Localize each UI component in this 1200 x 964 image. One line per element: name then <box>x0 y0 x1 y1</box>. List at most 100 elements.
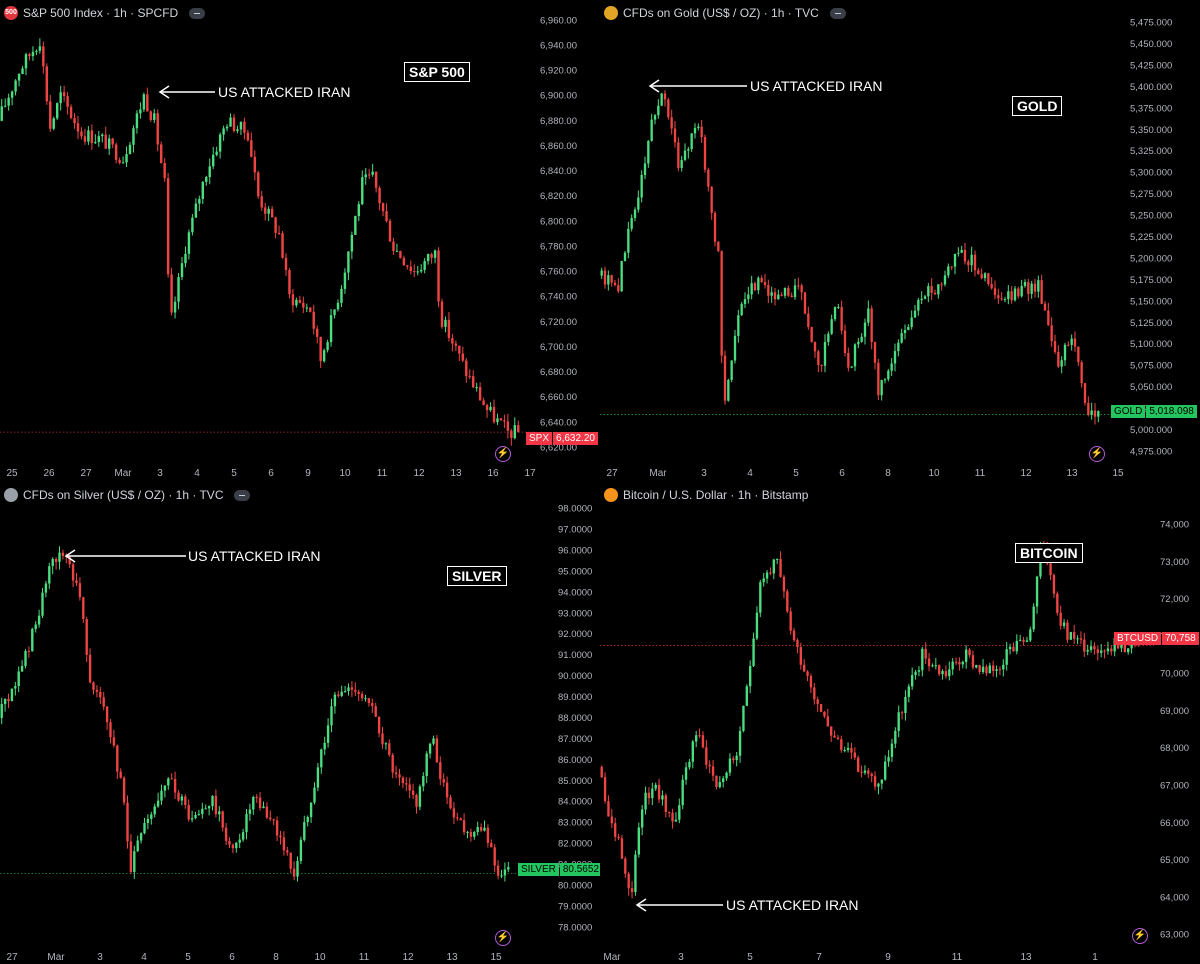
spx-candle-body <box>35 50 38 52</box>
silver-candle-body <box>340 691 343 696</box>
spx-ytick-label: 6,700.00 <box>540 342 577 353</box>
silver-candle-body <box>78 583 82 598</box>
spx-candle-body <box>471 376 475 388</box>
gold-candle-body <box>803 292 807 314</box>
btc-bolt-icon[interactable]: ⚡ <box>1132 928 1148 944</box>
spx-xtick-label: 27 <box>80 468 92 479</box>
spx-candle-body <box>281 233 284 258</box>
btc-candle-body <box>799 647 802 665</box>
btc-candle-body <box>941 671 944 675</box>
spx-candle-body <box>229 117 232 127</box>
silver-collapse-button[interactable] <box>234 489 251 501</box>
silver-candle-body <box>476 827 479 833</box>
silver-candle-body <box>27 650 31 652</box>
spx-bolt-icon[interactable]: ⚡ <box>495 446 511 462</box>
silver-xtick-label: 8 <box>273 952 279 963</box>
gold-candle-body <box>843 330 847 354</box>
spx-candle-body <box>243 121 246 133</box>
spx-ytick-label: 6,620.00 <box>540 442 577 453</box>
spx-candle-body <box>184 253 187 264</box>
btc-candle-body <box>1103 650 1106 652</box>
btc-candle-body <box>965 649 968 662</box>
btc-candle-body <box>1052 575 1056 594</box>
btc-candle-body <box>992 665 995 671</box>
btc-header: Bitcoin / U.S. Dollar · 1h · Bitstamp <box>604 486 808 504</box>
gold-chart-svg[interactable]: 4,975.0005,000.0005,025.0005,050.0005,07… <box>600 0 1200 482</box>
silver-ytick-label: 96.0000 <box>558 545 592 556</box>
spx-candle-body <box>218 134 222 152</box>
btc-candle-body <box>998 669 1002 671</box>
btc-candle-body <box>813 687 816 700</box>
spx-chart-panel[interactable]: 6,620.00 6,640.00 6,660.00 6,680.00 6,700.00… <box>0 0 600 482</box>
spx-candle-body <box>156 113 159 145</box>
btc-candle-body <box>742 705 745 731</box>
gold-candle-body <box>640 175 643 198</box>
gold-xtick-label: 11 <box>975 468 986 479</box>
silver-candle-body <box>428 743 432 754</box>
btc-candle-body <box>1002 664 1005 670</box>
silver-candle-body <box>41 592 44 616</box>
spx-candle-body <box>257 172 260 197</box>
btc-candle-body <box>627 873 630 889</box>
btc-candle-body <box>725 772 728 779</box>
spx-xtick-label: 5 <box>231 468 237 479</box>
silver-candle-body <box>51 559 54 567</box>
silver-candle-body <box>214 795 218 815</box>
spx-collapse-button[interactable] <box>189 7 206 19</box>
spx-candle-body <box>166 178 170 275</box>
gold-collapse-button[interactable] <box>829 7 846 19</box>
btc-ytick-label: 65,000 <box>1160 855 1189 866</box>
spx-candle-body <box>492 406 496 423</box>
btc-candle-body <box>884 761 887 780</box>
silver-candle-body <box>207 806 211 809</box>
btc-annotation: US ATTACKED IRAN <box>726 897 859 913</box>
btc-chart-panel[interactable]: 63,000 64,000 65,000 66,000 67,000 68,000 69,0… <box>600 482 1200 964</box>
spx-candle-body <box>367 174 371 176</box>
silver-price-value: 80.5652 <box>559 863 600 876</box>
spx-price-box: SPX 6,632.20 <box>526 432 598 445</box>
btc-candle-body <box>870 773 873 777</box>
silver-candle-body <box>507 867 510 870</box>
btc-candle-body <box>1086 649 1089 652</box>
spx-candle-body <box>274 217 277 233</box>
spx-candle-body <box>447 319 451 338</box>
gold-bolt-icon[interactable]: ⚡ <box>1089 446 1105 462</box>
silver-ytick-label: 82.0000 <box>558 839 592 850</box>
spx-candle-body <box>159 144 163 164</box>
btc-ytick-label: 73,000 <box>1160 557 1189 568</box>
silver-xtick-label: 27 <box>6 952 18 963</box>
gold-candle-body <box>773 292 777 300</box>
btc-candle-body <box>1029 629 1032 641</box>
silver-candle-body <box>394 772 398 775</box>
btc-candle-body <box>1127 648 1130 653</box>
btc-candle-body <box>772 559 775 574</box>
gold-candle-body <box>790 295 793 298</box>
silver-tag: SILVER <box>447 566 507 586</box>
gold-ytick-label: 5,225.000 <box>1130 232 1172 243</box>
gold-candle-body <box>910 317 913 327</box>
gold-candle-body <box>917 299 920 311</box>
gold-candle-body <box>1087 402 1090 415</box>
gold-candle-body <box>680 159 683 169</box>
spx-chart-svg[interactable]: 6,620.00 6,640.00 6,660.00 6,680.00 6,700.00… <box>0 0 600 482</box>
btc-candle-body <box>1100 650 1103 653</box>
btc-chart-svg[interactable]: 63,000 64,000 65,000 66,000 67,000 68,000 69,0… <box>600 482 1200 964</box>
silver-candle-body <box>326 725 330 743</box>
silver-candle-body <box>442 779 445 783</box>
gold-candle-body <box>907 326 910 330</box>
silver-candle-body <box>422 776 425 787</box>
gold-candle-body <box>930 286 933 293</box>
silver-candle-body <box>255 796 258 798</box>
gold-chart-panel[interactable]: 4,975.0005,000.0005,025.0005,050.0005,07… <box>600 0 1200 482</box>
gold-candle-body <box>830 319 833 334</box>
gold-candle-body <box>1093 410 1097 417</box>
spx-price-value: 6,632.20 <box>553 432 598 445</box>
spx-candle-body <box>312 311 315 329</box>
spx-candle-body <box>485 405 489 411</box>
spx-candle-body <box>10 91 14 98</box>
silver-candle-body <box>85 619 88 655</box>
silver-chart-svg[interactable]: 78.000079.000080.000081.000082.000083.00… <box>0 482 600 964</box>
silver-chart-panel[interactable]: 78.000079.000080.000081.000082.000083.00… <box>0 482 600 964</box>
gold-candle-body <box>940 284 943 286</box>
silver-bolt-icon[interactable]: ⚡ <box>495 930 511 946</box>
